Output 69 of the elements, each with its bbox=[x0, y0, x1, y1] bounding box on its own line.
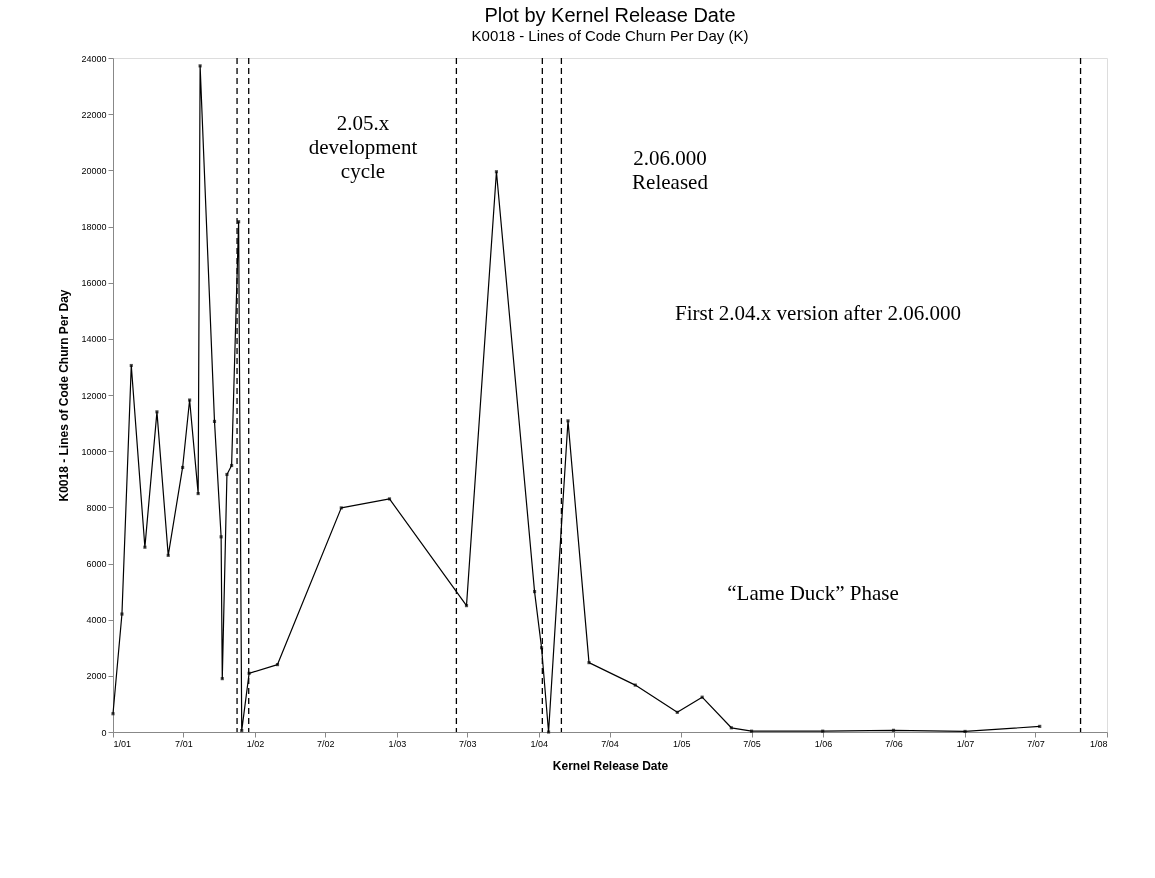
annotation: First 2.04.x version after 2.06.000 bbox=[675, 301, 961, 325]
point bbox=[891, 728, 896, 732]
point bbox=[166, 553, 170, 557]
annotation: 2.06.000 Released bbox=[632, 146, 709, 194]
x-tick-label: 7/06 bbox=[885, 738, 903, 749]
point bbox=[120, 612, 124, 616]
point bbox=[633, 683, 637, 687]
point bbox=[230, 463, 234, 468]
y-tick-label: 4000 bbox=[86, 615, 107, 626]
point bbox=[464, 604, 469, 608]
chart-subtitle: K0018 - Lines of Code Churn Per Day (K) bbox=[471, 27, 749, 44]
point bbox=[111, 712, 115, 716]
y-tick-label: 2000 bbox=[86, 671, 107, 682]
point bbox=[275, 663, 280, 667]
point bbox=[546, 730, 551, 734]
point bbox=[188, 398, 192, 402]
y-tick-label: 8000 bbox=[86, 502, 107, 513]
x-tick-label: 7/01 bbox=[175, 738, 193, 749]
point bbox=[143, 545, 147, 549]
point bbox=[700, 695, 704, 699]
point bbox=[963, 729, 967, 734]
y-axis-title: K0018 - Lines of Code Churn Per Day bbox=[57, 289, 72, 502]
point bbox=[566, 419, 570, 423]
x-tick-label: 7/02 bbox=[317, 738, 335, 749]
point bbox=[219, 535, 223, 539]
y-tick-label: 12000 bbox=[81, 390, 107, 401]
point bbox=[494, 170, 499, 174]
y-tick-label: 22000 bbox=[81, 109, 107, 120]
x-tick-label: 1/01 bbox=[113, 738, 132, 749]
point bbox=[225, 472, 229, 477]
annotation: 2.05.x development cycle bbox=[308, 111, 418, 183]
point bbox=[587, 661, 591, 665]
y-tick-label: 18000 bbox=[81, 222, 107, 232]
point bbox=[155, 410, 159, 414]
point bbox=[675, 710, 679, 714]
x-axis-title: Kernel Release Date bbox=[552, 758, 669, 773]
x-tick-label: 1/06 bbox=[814, 738, 833, 749]
y-tick-label: 20000 bbox=[81, 165, 107, 176]
point bbox=[220, 677, 224, 681]
point bbox=[729, 726, 733, 730]
point bbox=[181, 465, 185, 470]
y-tick-label: 24000 bbox=[81, 53, 107, 64]
y-tick-label: 6000 bbox=[86, 559, 107, 569]
y-tick-label: 14000 bbox=[81, 334, 107, 345]
point bbox=[240, 729, 244, 733]
x-tick-label: 1/07 bbox=[956, 738, 975, 749]
y-tick-label: 10000 bbox=[81, 446, 107, 457]
point bbox=[821, 729, 825, 733]
point bbox=[387, 497, 392, 501]
point bbox=[532, 590, 537, 594]
x-tick-label: 7/04 bbox=[601, 738, 619, 749]
annotation: “Lame Duck” Phase bbox=[727, 581, 899, 605]
x-tick-label: 7/05 bbox=[743, 738, 761, 749]
x-tick-label: 1/04 bbox=[530, 738, 549, 749]
x-tick-label: 7/03 bbox=[459, 738, 477, 749]
x-tick-label: 7/07 bbox=[1027, 738, 1045, 749]
x-tick-label: 1/03 bbox=[388, 738, 407, 749]
point bbox=[129, 363, 133, 368]
point bbox=[196, 491, 200, 496]
point bbox=[1038, 724, 1042, 728]
y-tick-label: 0 bbox=[101, 727, 107, 738]
point bbox=[749, 729, 754, 733]
chart-title: Plot by Kernel Release Date bbox=[484, 4, 736, 26]
y-tick-label: 16000 bbox=[81, 278, 107, 289]
x-tick-label: 1/05 bbox=[672, 738, 691, 749]
x-tick-label: 1/08 bbox=[1089, 738, 1108, 749]
point bbox=[198, 64, 202, 68]
x-tick-label: 1/02 bbox=[246, 738, 265, 749]
point bbox=[339, 506, 343, 510]
